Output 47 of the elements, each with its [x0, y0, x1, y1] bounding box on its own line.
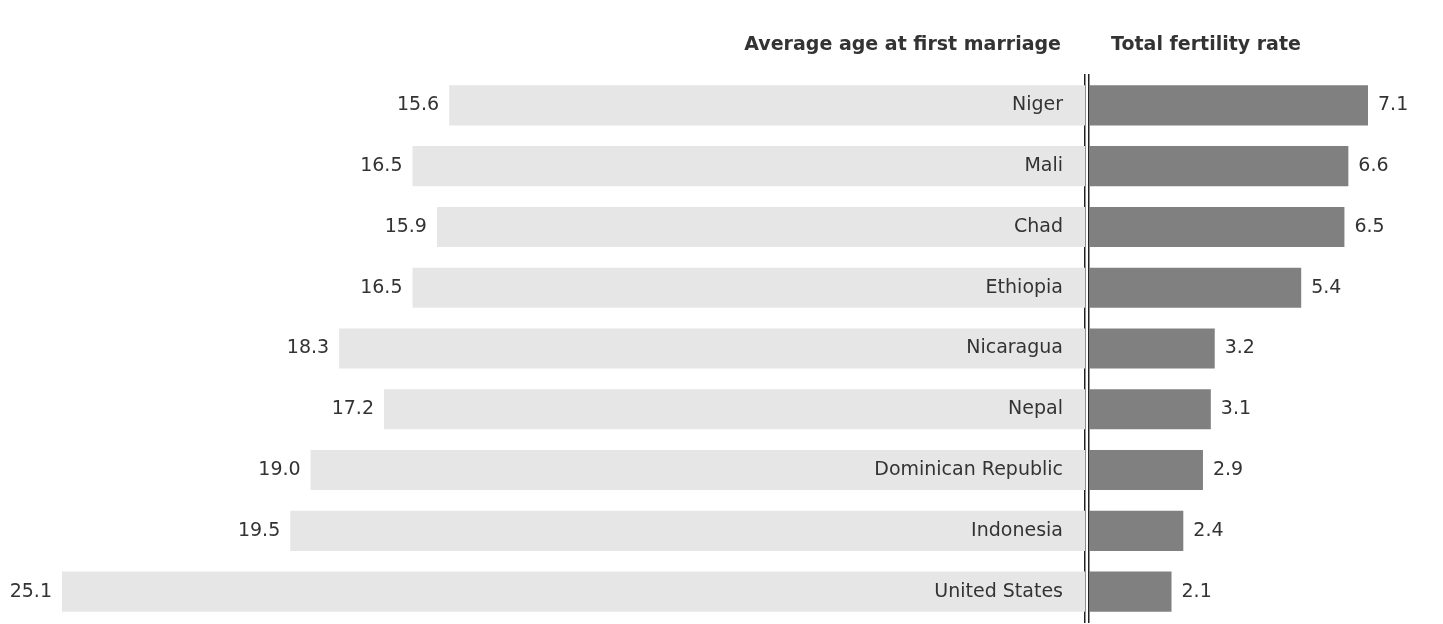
- data-label: 6.5: [1354, 213, 1385, 236]
- bar: [412, 267, 1085, 308]
- bar: [339, 328, 1085, 369]
- bar: [1089, 206, 1345, 247]
- y-tick-label: Indonesia: [971, 517, 1063, 540]
- bar: [1089, 571, 1172, 612]
- bar: [1089, 389, 1211, 430]
- bar: [1089, 450, 1203, 491]
- data-label: 19.0: [258, 456, 301, 479]
- bar: [290, 510, 1085, 551]
- data-label: 16.5: [360, 153, 403, 176]
- data-label: 15.6: [396, 92, 440, 115]
- data-label: 2.4: [1193, 517, 1224, 540]
- data-label: 5.4: [1311, 274, 1342, 297]
- y-tick-label: Dominican Republic: [874, 456, 1063, 479]
- data-label: 7.1: [1378, 92, 1409, 115]
- bar: [383, 389, 1085, 430]
- data-label: 25.1: [9, 578, 52, 601]
- bar: [436, 206, 1085, 247]
- y-tick-label: Chad: [1013, 213, 1063, 236]
- data-label: 6.6: [1358, 153, 1389, 176]
- bar: [1089, 510, 1184, 551]
- y-tick-label: Niger: [1011, 92, 1064, 115]
- data-label: 17.2: [331, 396, 374, 419]
- data-label: 16.5: [360, 274, 403, 297]
- bar: [62, 571, 1085, 612]
- bar: [1089, 267, 1302, 308]
- chart-title: Total fertility rate: [1111, 31, 1301, 54]
- y-tick-label: Nicaragua: [966, 335, 1063, 358]
- data-label: 15.9: [384, 213, 427, 236]
- y-tick-label: United States: [934, 578, 1063, 601]
- data-label: 3.2: [1224, 335, 1255, 358]
- data-label: 3.1: [1220, 396, 1252, 419]
- data-label: 18.3: [286, 335, 330, 358]
- bar: [1089, 328, 1215, 369]
- bar: [310, 450, 1085, 491]
- y-tick-label: Mali: [1024, 153, 1063, 176]
- y-tick-label: Ethiopia: [985, 274, 1063, 297]
- data-label: 2.9: [1212, 456, 1244, 479]
- data-label: 19.5: [237, 517, 281, 540]
- chart-title: Average age at first marriage: [744, 31, 1061, 54]
- y-tick-label: Nepal: [1008, 396, 1063, 419]
- bar: [1089, 85, 1368, 126]
- data-label: 2.1: [1181, 578, 1212, 601]
- bar: [412, 146, 1085, 187]
- bar: [449, 85, 1085, 126]
- bar: [1089, 146, 1349, 187]
